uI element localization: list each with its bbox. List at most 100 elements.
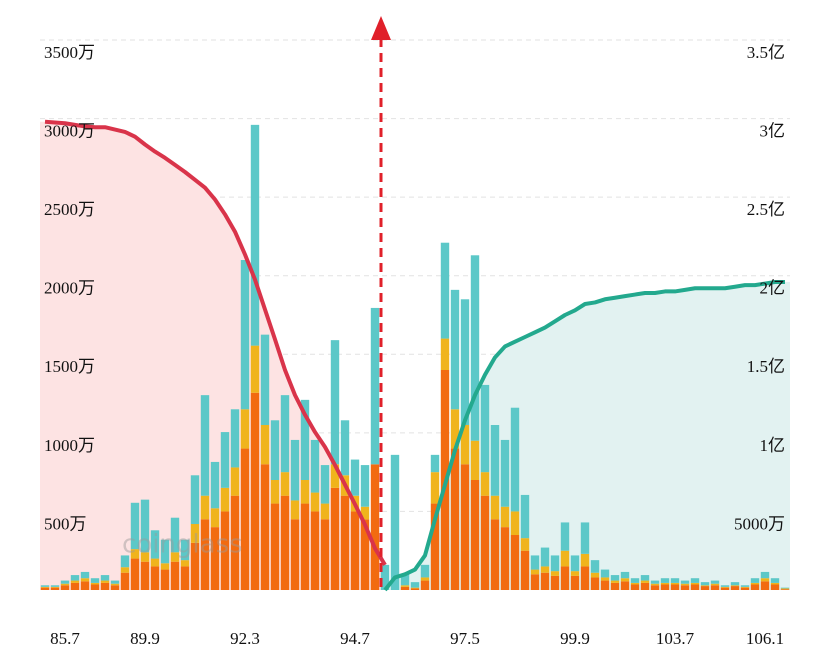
bar [410, 582, 420, 588]
bar [730, 585, 740, 587]
bar [160, 569, 170, 590]
bar [690, 584, 700, 590]
y2-tick-label: 2.5亿 [747, 200, 785, 219]
y2-tick-label: 2亿 [760, 279, 786, 298]
bar [210, 508, 220, 528]
bar [560, 522, 570, 551]
bars-layer [40, 124, 790, 590]
bar [100, 582, 110, 590]
bar [70, 575, 80, 581]
bar [700, 586, 710, 590]
bar [310, 492, 320, 512]
bar [660, 578, 670, 583]
bar [500, 439, 510, 507]
bar [530, 574, 540, 590]
bar [90, 578, 100, 583]
bar [600, 580, 610, 590]
bar [370, 307, 380, 465]
bar [130, 558, 140, 590]
x-tick-label: 85.7 [50, 629, 80, 648]
bar [570, 571, 580, 576]
bar [240, 260, 250, 410]
bar [590, 560, 600, 573]
bar [510, 511, 520, 535]
bar [140, 561, 150, 590]
bar [290, 519, 300, 590]
bar [330, 464, 340, 488]
bar [420, 577, 430, 581]
bar [150, 530, 160, 559]
bar [210, 461, 220, 509]
bar [700, 585, 710, 587]
bar [260, 334, 270, 425]
bar [680, 583, 690, 586]
bar [360, 465, 370, 507]
bar [510, 407, 520, 512]
bar [130, 549, 140, 559]
bar [560, 550, 570, 567]
bar [320, 465, 330, 504]
bar [300, 503, 310, 590]
bar [120, 572, 130, 590]
bar [240, 409, 250, 449]
y-tick-label: 3000万 [44, 121, 95, 140]
bar [620, 571, 630, 579]
bar [360, 506, 370, 520]
bar [630, 578, 640, 583]
bar [150, 566, 160, 590]
bar [120, 555, 130, 568]
bar [230, 409, 240, 468]
bar [620, 578, 630, 582]
bar [570, 575, 580, 590]
bar [230, 495, 240, 590]
bar [480, 472, 490, 496]
bar [480, 384, 490, 473]
bar [270, 420, 280, 480]
bar [440, 338, 450, 370]
y-tick-label: 1500万 [44, 357, 95, 376]
bar [520, 494, 530, 539]
bar [110, 585, 120, 590]
bar [340, 495, 350, 590]
bar [590, 577, 600, 590]
bar [760, 571, 770, 579]
cumulative-line [44, 119, 387, 566]
bar [720, 586, 730, 588]
bar [90, 582, 100, 585]
bar [140, 552, 150, 562]
bar [430, 472, 440, 504]
bar [380, 564, 390, 590]
bar [230, 467, 240, 496]
bar [780, 587, 790, 589]
bar [290, 439, 300, 501]
bar [290, 500, 300, 520]
bar [500, 506, 510, 528]
bar [180, 560, 190, 567]
y2-tick-label: 1.5亿 [747, 357, 785, 376]
bar [120, 567, 130, 573]
x-tick-label: 89.9 [130, 629, 160, 648]
bar [560, 566, 570, 590]
bar [270, 503, 280, 590]
bar [450, 289, 460, 410]
y-tick-label: 3500万 [44, 43, 95, 62]
bar [730, 586, 740, 590]
bar [640, 582, 650, 590]
bar [690, 578, 700, 583]
bar [190, 475, 200, 524]
labels-layer: 500万 1000万 1500万 2000万 2500万 3000万 3500万 5000万 1… [44, 43, 785, 648]
bar [50, 586, 60, 588]
cumulative-line [383, 280, 785, 592]
bar [670, 582, 680, 585]
bar [160, 563, 170, 570]
y-tick-label: 1000万 [44, 436, 95, 455]
bar [260, 425, 270, 465]
current-price-arrow [371, 16, 391, 40]
bar [500, 527, 510, 590]
bar [760, 578, 770, 582]
bar [710, 583, 720, 586]
bar [570, 555, 580, 572]
bar [170, 517, 180, 553]
bar [60, 585, 70, 590]
